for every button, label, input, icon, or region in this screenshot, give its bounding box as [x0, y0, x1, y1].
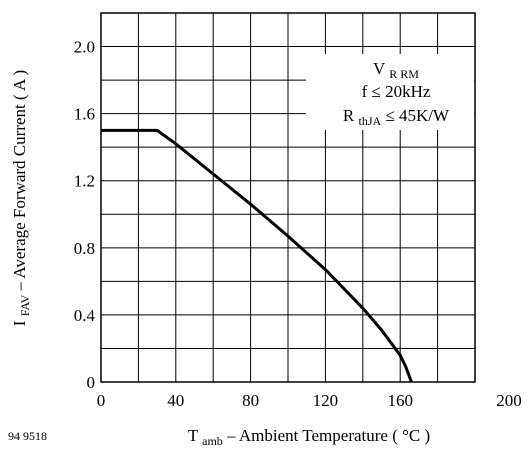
annotation-vrrm-sub: R RM: [389, 67, 419, 81]
x-tick-label: 200: [496, 391, 522, 410]
condition-annotation: V R RM f ≤ 20kHz R thJA ≤ 45K/W: [306, 54, 474, 130]
x-tick-label: 160: [387, 391, 413, 410]
plot-frame: [100, 12, 476, 383]
x-tick-label: 0: [97, 391, 106, 410]
y-axis-label-sub: FAV: [18, 294, 32, 316]
y-tick-label: 1.2: [74, 172, 95, 191]
y-tick-label: 1.6: [74, 105, 95, 124]
annotation-rth-main: R: [343, 106, 355, 125]
annotation-thermal-resistance: R thJA ≤ 45K/W: [343, 106, 450, 129]
x-axis-label-main: T: [188, 426, 199, 445]
annotation-rth-value: ≤ 45K/W: [385, 106, 450, 125]
x-axis-label: T amb – Ambient Temperature ( °C ): [188, 426, 430, 449]
x-tick-label: 40: [167, 391, 184, 410]
y-tick-label: 0.4: [74, 306, 96, 325]
x-tick-label: 120: [313, 391, 339, 410]
annotation-rth-sub: thJA: [359, 114, 382, 128]
x-axis-label-sub: amb: [202, 434, 223, 448]
axis-ticks: 0 40 80 120 160 200 0 0.4 0.8 1.2 1.6 2.0: [74, 38, 522, 410]
y-axis-label-rest: – Average Forward Current ( A ): [10, 70, 29, 292]
y-tick-label: 0: [87, 373, 96, 392]
x-tick-label: 80: [242, 391, 259, 410]
forward-current-curve: [101, 128, 413, 383]
y-axis-label-main: I: [10, 320, 29, 326]
y-axis-label: I FAV – Average Forward Current ( A ): [10, 70, 33, 326]
annotation-vrrm: V R RM: [373, 59, 419, 81]
annotation-frequency: f ≤ 20kHz: [362, 82, 431, 101]
y-tick-label: 0.8: [74, 239, 95, 258]
y-tick-label: 2.0: [74, 38, 95, 57]
annotation-background: [306, 54, 474, 130]
annotation-vrrm-main: V: [373, 59, 386, 78]
x-axis-label-rest: – Ambient Temperature ( °C ): [226, 426, 430, 445]
figure-code: 94 9518: [8, 429, 47, 443]
